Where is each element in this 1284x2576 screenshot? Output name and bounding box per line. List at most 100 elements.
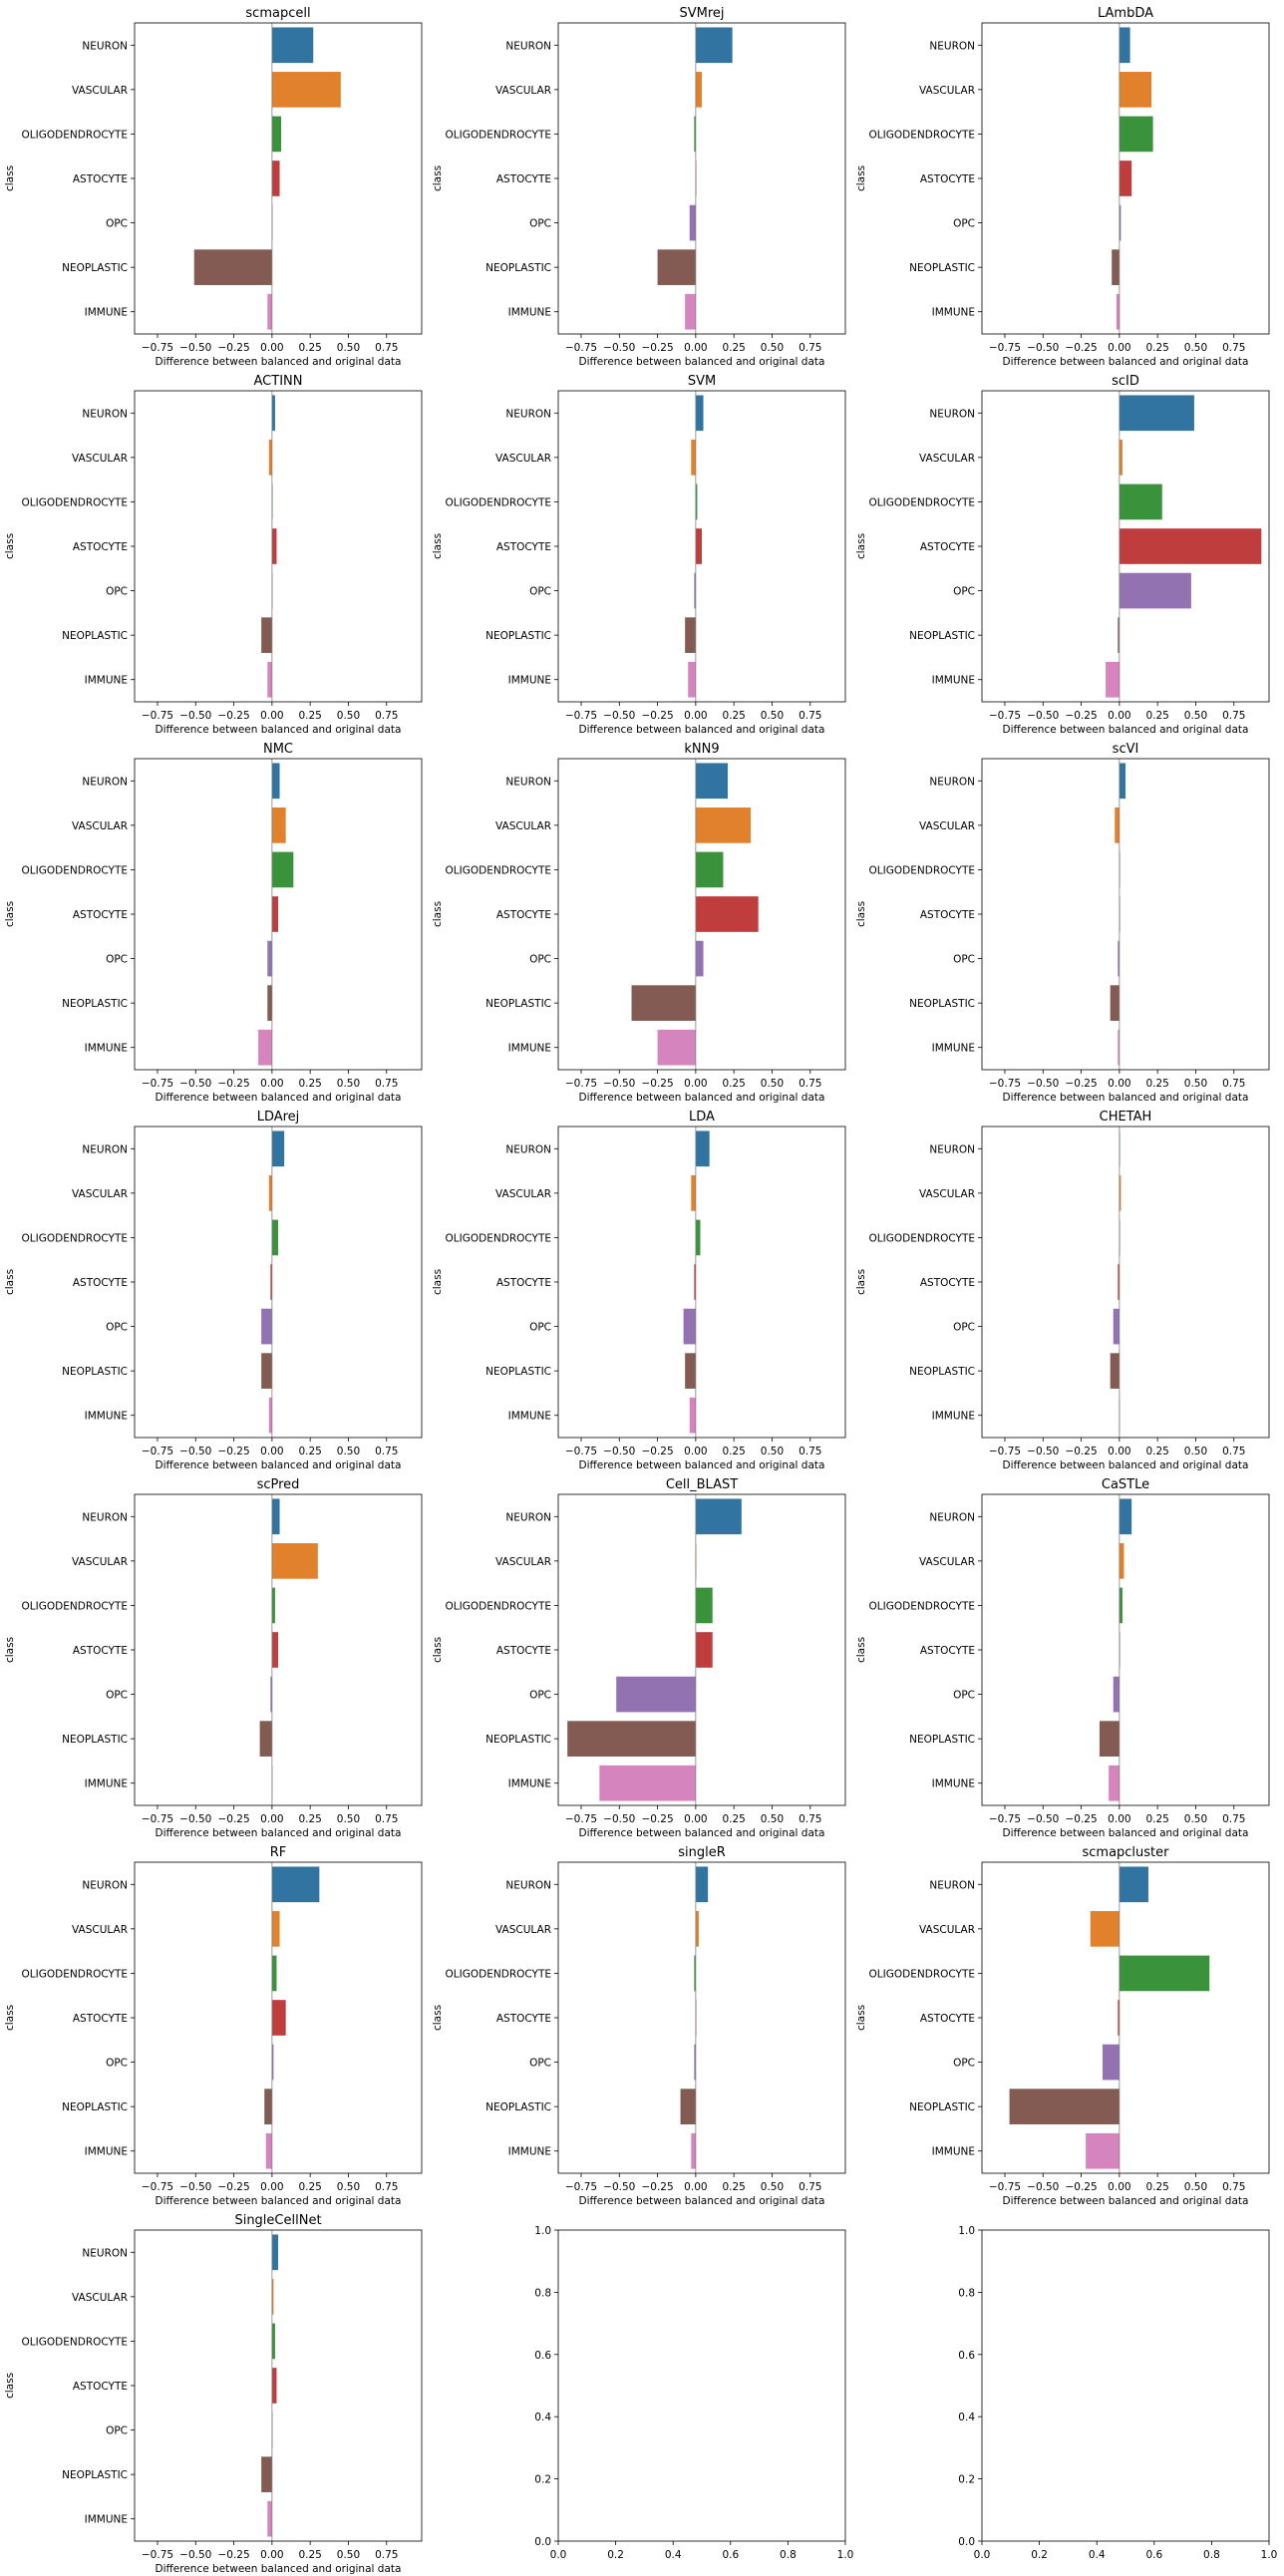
y-tick-label: ASTOCYTE <box>73 2013 128 2025</box>
x-tick-label: −0.25 <box>641 710 673 722</box>
x-tick-label: 0.25 <box>298 710 321 722</box>
plot-area <box>135 1127 422 1438</box>
x-tick-label: −0.25 <box>1065 710 1097 722</box>
plot-area <box>982 1127 1269 1438</box>
bar-opc <box>1103 2044 1120 2081</box>
y-tick-label: IMMUNE <box>508 307 551 319</box>
y-tick-label: OLIGODENDROCYTE <box>869 1968 975 1980</box>
y-tick-label: VASCULAR <box>72 2292 128 2304</box>
x-tick-label: 0.6 <box>722 2549 739 2561</box>
bar-immune <box>691 2132 696 2169</box>
y-tick-label: ASTOCYTE <box>496 1645 551 1657</box>
plot-area <box>982 1862 1269 2173</box>
y-axis-label: class <box>855 165 867 191</box>
plot-area <box>558 2230 845 2541</box>
x-tick-label: −0.50 <box>1027 1813 1059 1825</box>
y-tick-label: ASTOCYTE <box>920 173 975 185</box>
x-tick-label: −0.25 <box>217 342 249 354</box>
x-tick-label: −0.75 <box>565 2181 597 2193</box>
y-tick-label: OPC <box>106 218 128 230</box>
bar-vascular <box>691 440 696 476</box>
y-axis-label: class <box>855 901 867 927</box>
bar-astocyte <box>695 896 759 932</box>
x-tick-label: −0.75 <box>989 1446 1021 1457</box>
x-tick-label: 0.25 <box>1145 1813 1168 1825</box>
subplot-castle: CaSTLe NEURON VASCULAR OLIGODENDROCYTE ASTOC… <box>855 1477 1270 1839</box>
bar-oligodendrocyte <box>271 851 294 888</box>
chart-title: SingleCellNet <box>234 2213 321 2228</box>
bar-neoplastic <box>264 2089 272 2124</box>
y-tick-label: NEURON <box>82 776 128 788</box>
bar-astocyte <box>694 1264 696 1300</box>
y-tick-label: OLIGODENDROCYTE <box>869 1600 975 1612</box>
x-tick-label: −0.50 <box>179 2181 211 2193</box>
y-tick-label: OPC <box>953 954 975 966</box>
chart-title: NMC <box>263 742 293 757</box>
y-axis-label: class <box>4 2373 16 2399</box>
x-tick-label: 0.00 <box>260 1078 283 1090</box>
y-tick-label: OLIGODENDROCYTE <box>22 864 128 876</box>
axes-frame <box>134 1861 423 2174</box>
x-axis-label: Difference between balanced and original… <box>579 356 825 368</box>
x-tick-label: −0.50 <box>179 1078 211 1090</box>
bar-astocyte <box>270 1264 272 1300</box>
y-tick-label: OPC <box>529 2058 551 2070</box>
bar-oligodendrocyte <box>695 1219 701 1256</box>
x-tick-label: −0.75 <box>565 342 597 354</box>
bar-immune <box>267 293 272 330</box>
x-tick-label: 0.50 <box>337 2549 360 2561</box>
x-tick-label: 1.0 <box>1261 2549 1278 2561</box>
y-tick-label: NEURON <box>929 776 975 788</box>
y-tick-label: OLIGODENDROCYTE <box>869 129 975 141</box>
bar-vascular <box>1119 1175 1122 1211</box>
y-tick-label: OLIGODENDROCYTE <box>22 1968 128 1980</box>
y-axis-label: class <box>4 901 16 927</box>
x-tick-label: −0.75 <box>989 710 1021 722</box>
y-tick-label: NEOPLASTIC <box>909 262 975 274</box>
x-tick-label: −0.75 <box>565 1446 597 1457</box>
x-tick-label: 0.00 <box>1108 1078 1130 1090</box>
x-tick-label: 0.50 <box>337 1446 360 1457</box>
y-tick-label: NEOPLASTIC <box>62 630 128 642</box>
y-tick-label: ASTOCYTE <box>496 2013 551 2025</box>
y-tick-label: VASCULAR <box>72 85 128 97</box>
x-tick-label: 0.75 <box>1222 710 1245 722</box>
bar-vascular <box>695 807 752 843</box>
y-tick-label: ASTOCYTE <box>496 909 551 921</box>
y-tick-label: ASTOCYTE <box>73 909 128 921</box>
bar-opc <box>270 1676 272 1713</box>
bar-opc <box>694 2044 696 2081</box>
bar-astocyte <box>271 528 277 564</box>
y-tick-label: ASTOCYTE <box>920 1277 975 1289</box>
subplot-actinn: ACTINN NEURON VASCULAR OLIGODENDROCYTE ASTOC… <box>4 374 423 736</box>
subplot-ldarej: LDArej NEURON VASCULAR OLIGODENDROCYTE ASTOC… <box>4 1110 423 1471</box>
axes-frame <box>981 1861 1270 2174</box>
bar-neoplastic <box>685 1353 696 1389</box>
plot-area <box>982 2230 1269 2541</box>
bar-opc <box>694 572 696 609</box>
x-tick-label: −0.25 <box>1065 342 1097 354</box>
y-axis-label: class <box>432 533 444 559</box>
bar-neuron <box>1119 763 1125 800</box>
bar-neuron <box>271 763 280 800</box>
x-tick-label: 0.50 <box>1184 1813 1207 1825</box>
y-tick-label: IMMUNE <box>932 1043 975 1055</box>
x-tick-label: 0.00 <box>260 1446 283 1457</box>
y-tick-label: NEURON <box>82 40 128 52</box>
y-tick-label: IMMUNE <box>932 307 975 319</box>
y-tick-label: IMMUNE <box>85 1043 128 1055</box>
axes-frame <box>557 758 846 1071</box>
bar-oligodendrocyte <box>1119 483 1162 520</box>
y-tick-label: ASTOCYTE <box>920 1645 975 1657</box>
x-tick-label: −0.25 <box>217 1813 249 1825</box>
x-tick-label: 0.50 <box>337 342 360 354</box>
y-axis-label: class <box>855 2005 867 2031</box>
bar-oligodendrocyte <box>1119 1587 1123 1624</box>
y-tick-label: OLIGODENDROCYTE <box>869 1232 975 1244</box>
x-axis-label: Difference between balanced and original… <box>156 1092 402 1104</box>
x-tick-label: 0.00 <box>1108 342 1130 354</box>
x-tick-label: 0.0 <box>550 2549 567 2561</box>
bar-opc <box>1113 1308 1120 1345</box>
bar-oligodendrocyte <box>694 1955 696 1992</box>
subplot-scmapcell: scmapcell NEURON VASCULAR OLIGODENDROCYTE AS… <box>4 6 423 368</box>
